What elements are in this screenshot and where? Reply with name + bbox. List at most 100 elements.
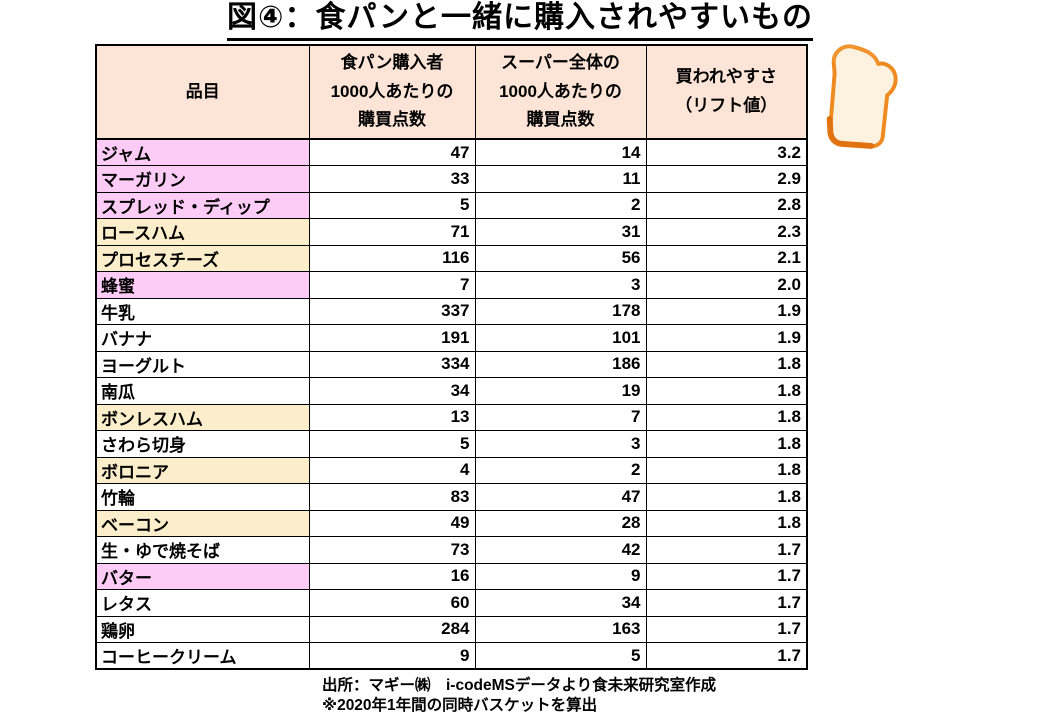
item-name-cell: 鶏卵 [95, 615, 310, 643]
source-line-1: 出所：マギー㈱ i-codeMSデータより食未来研究室作成 [322, 677, 717, 694]
lift-cell: 2.0 [645, 271, 808, 299]
source-note: 出所：マギー㈱ i-codeMSデータより食未来研究室作成 ※2020年1年間の… [322, 676, 716, 716]
bread-buyers-cell: 191 [308, 324, 476, 352]
bread-buyers-cell: 116 [308, 244, 476, 272]
item-name-cell: 竹輪 [95, 483, 310, 511]
table-row: スプレッド・ディップ 5 2 2.8 [95, 191, 808, 219]
item-name-cell: 蜂蜜 [95, 271, 310, 299]
item-name-cell: スプレッド・ディップ [95, 191, 310, 219]
table-row: バター 16 9 1.7 [95, 562, 808, 590]
lift-cell: 1.8 [645, 509, 808, 537]
lift-cell: 1.8 [645, 430, 808, 458]
table-row: ボロニア 4 2 1.8 [95, 456, 808, 484]
table-row: 生・ゆで焼そば 73 42 1.7 [95, 536, 808, 564]
bread-buyers-cell: 9 [308, 642, 476, 670]
table-body: ジャム 47 14 3.2 マーガリン 33 11 2.9 スプレッド・ディップ… [95, 138, 808, 670]
store-total-cell: 42 [474, 536, 647, 564]
store-total-cell: 3 [474, 271, 647, 299]
table-row: ヨーグルト 334 186 1.8 [95, 350, 808, 378]
table-row: ジャム 47 14 3.2 [95, 138, 808, 166]
item-name-cell: ボロニア [95, 456, 310, 484]
item-name-cell: マーガリン [95, 165, 310, 193]
store-total-cell: 31 [474, 218, 647, 246]
store-total-cell: 2 [474, 191, 647, 219]
item-name-cell: 牛乳 [95, 297, 310, 325]
lift-cell: 1.9 [645, 297, 808, 325]
store-total-cell: 14 [474, 138, 647, 166]
lift-cell: 1.7 [645, 536, 808, 564]
table-row: プロセスチーズ 116 56 2.1 [95, 244, 808, 272]
table-row: バナナ 191 101 1.9 [95, 324, 808, 352]
store-total-cell: 101 [474, 324, 647, 352]
item-name-cell: ボンレスハム [95, 403, 310, 431]
item-name-cell: ロースハム [95, 218, 310, 246]
item-name-cell: ジャム [95, 138, 310, 166]
header-bread-buyers: 食パン購入者 1000人あたりの 購買点数 [308, 44, 476, 140]
table-row: 蜂蜜 7 3 2.0 [95, 271, 808, 299]
table-row: ボンレスハム 13 7 1.8 [95, 403, 808, 431]
bread-buyers-cell: 4 [308, 456, 476, 484]
bread-buyers-cell: 34 [308, 377, 476, 405]
table-row: コーヒークリーム 9 5 1.7 [95, 642, 808, 670]
store-total-cell: 186 [474, 350, 647, 378]
item-name-cell: バター [95, 562, 310, 590]
lift-cell: 1.7 [645, 615, 808, 643]
bread-buyers-cell: 13 [308, 403, 476, 431]
bread-buyers-cell: 284 [308, 615, 476, 643]
bread-buyers-cell: 5 [308, 191, 476, 219]
table-row: ロースハム 71 31 2.3 [95, 218, 808, 246]
store-total-cell: 19 [474, 377, 647, 405]
bread-buyers-cell: 5 [308, 430, 476, 458]
store-total-cell: 34 [474, 589, 647, 617]
figure-title: 図④：食パンと一緒に購入されやすいもの [227, 1, 813, 41]
bread-buyers-cell: 49 [308, 509, 476, 537]
bread-buyers-cell: 16 [308, 562, 476, 590]
bread-buyers-cell: 83 [308, 483, 476, 511]
table-row: ベーコン 49 28 1.8 [95, 509, 808, 537]
item-name-cell: さわら切身 [95, 430, 310, 458]
item-name-cell: ヨーグルト [95, 350, 310, 378]
bread-buyers-cell: 334 [308, 350, 476, 378]
lift-cell: 2.1 [645, 244, 808, 272]
header-store-total: スーパー全体の 1000人あたりの 購買点数 [474, 44, 647, 140]
title-wrap: 図④：食パンと一緒に購入されやすいもの [0, 1, 1040, 41]
lift-cell: 1.7 [645, 589, 808, 617]
bread-buyers-cell: 71 [308, 218, 476, 246]
header-row: 品目 食パン購入者 1000人あたりの 購買点数 スーパー全体の 1000人あた… [95, 44, 808, 140]
table-row: 牛乳 337 178 1.9 [95, 297, 808, 325]
purchase-lift-table: 品目 食パン購入者 1000人あたりの 購買点数 スーパー全体の 1000人あた… [95, 44, 808, 670]
lift-cell: 2.8 [645, 191, 808, 219]
bread-buyers-cell: 47 [308, 138, 476, 166]
lift-cell: 1.8 [645, 403, 808, 431]
lift-cell: 1.7 [645, 562, 808, 590]
store-total-cell: 47 [474, 483, 647, 511]
store-total-cell: 178 [474, 297, 647, 325]
item-name-cell: 南瓜 [95, 377, 310, 405]
bread-buyers-cell: 73 [308, 536, 476, 564]
store-total-cell: 2 [474, 456, 647, 484]
store-total-cell: 5 [474, 642, 647, 670]
lift-cell: 1.8 [645, 377, 808, 405]
store-total-cell: 3 [474, 430, 647, 458]
table-row: 南瓜 34 19 1.8 [95, 377, 808, 405]
bread-buyers-cell: 60 [308, 589, 476, 617]
table-row: レタス 60 34 1.7 [95, 589, 808, 617]
bread-buyers-cell: 7 [308, 271, 476, 299]
lift-cell: 1.8 [645, 456, 808, 484]
lift-cell: 2.9 [645, 165, 808, 193]
lift-cell: 1.9 [645, 324, 808, 352]
source-line-2: ※2020年1年間の同時バスケットを算出 [322, 696, 598, 714]
store-total-cell: 28 [474, 509, 647, 537]
header-item: 品目 [95, 44, 310, 140]
lift-cell: 1.8 [645, 483, 808, 511]
lift-cell: 3.2 [645, 138, 808, 166]
item-name-cell: レタス [95, 589, 310, 617]
table-row: 鶏卵 284 163 1.7 [95, 615, 808, 643]
item-name-cell: 生・ゆで焼そば [95, 536, 310, 564]
item-name-cell: バナナ [95, 324, 310, 352]
item-name-cell: ベーコン [95, 509, 310, 537]
table-row: マーガリン 33 11 2.9 [95, 165, 808, 193]
table-row: さわら切身 5 3 1.8 [95, 430, 808, 458]
table-row: 竹輪 83 47 1.8 [95, 483, 808, 511]
